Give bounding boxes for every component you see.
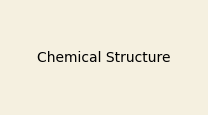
Text: Chemical Structure: Chemical Structure (37, 51, 171, 64)
